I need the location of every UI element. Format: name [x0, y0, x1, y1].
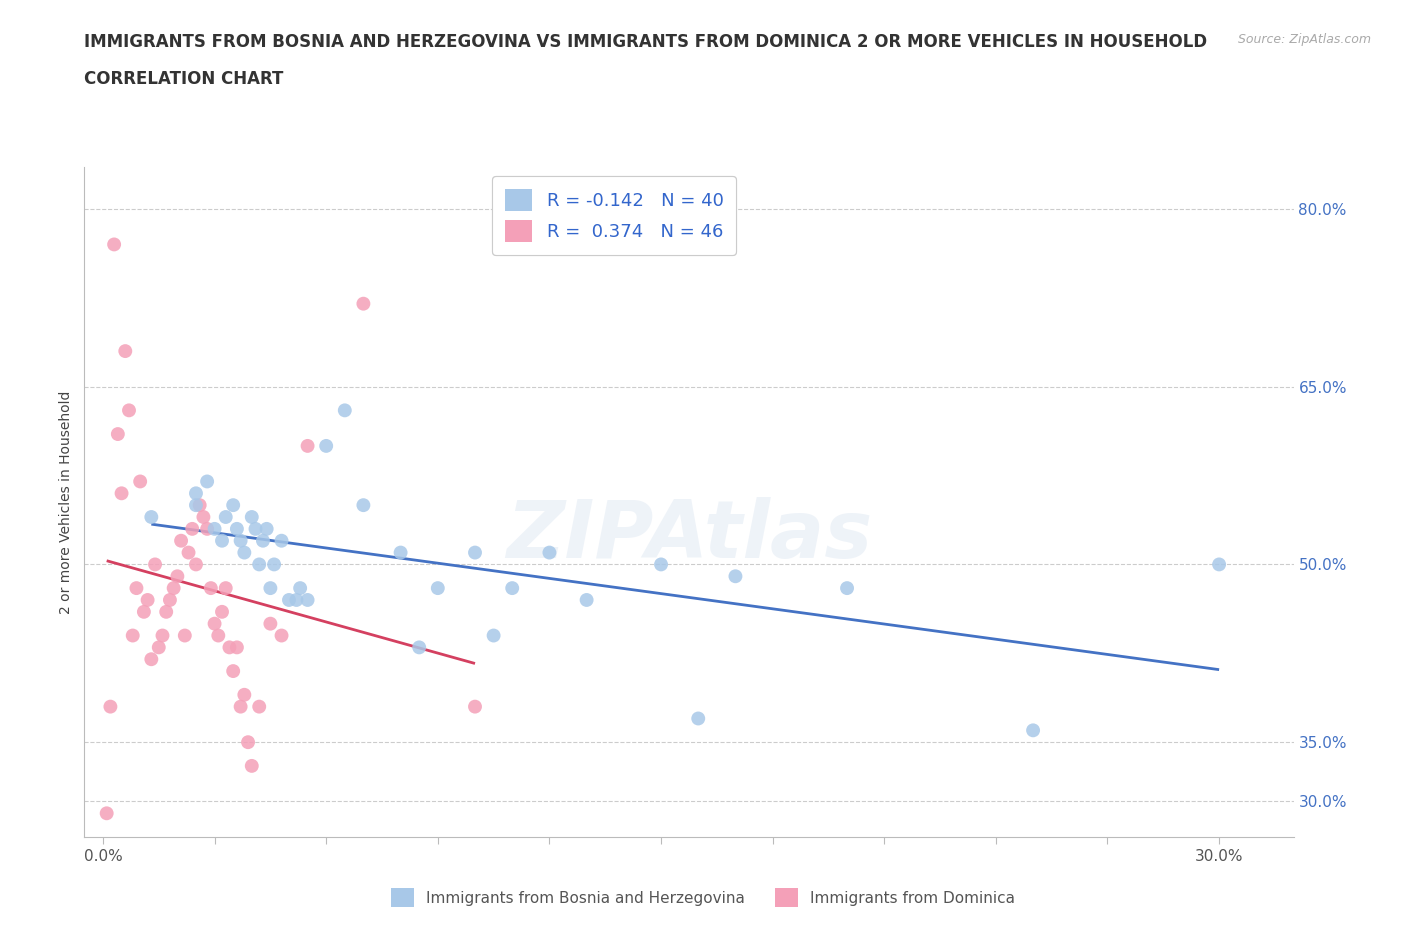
Text: ZIPAtlas: ZIPAtlas	[506, 497, 872, 575]
Point	[184, 498, 207, 512]
Point	[107, 427, 129, 442]
Point	[103, 237, 125, 252]
Point	[195, 522, 218, 537]
Point	[177, 545, 200, 560]
Point	[229, 699, 252, 714]
Point	[575, 592, 598, 607]
Point	[204, 617, 226, 631]
Point	[352, 297, 374, 312]
Point	[184, 485, 207, 500]
Point	[163, 580, 186, 595]
Point	[229, 533, 252, 548]
Point	[247, 699, 270, 714]
Point	[184, 557, 207, 572]
Point	[136, 592, 159, 607]
Point	[352, 498, 374, 512]
Point	[200, 580, 222, 595]
Point	[256, 522, 278, 537]
Point	[270, 533, 292, 548]
Point	[114, 344, 136, 359]
Point	[333, 403, 356, 418]
Point	[233, 687, 256, 702]
Point	[252, 533, 274, 548]
Point	[426, 580, 449, 595]
Point	[240, 510, 263, 525]
Point	[211, 604, 233, 619]
Point	[159, 592, 181, 607]
Point	[259, 580, 281, 595]
Point	[222, 498, 245, 512]
Text: CORRELATION CHART: CORRELATION CHART	[84, 70, 284, 87]
Point	[288, 580, 311, 595]
Point	[222, 664, 245, 679]
Point	[1022, 723, 1045, 737]
Point	[240, 759, 263, 774]
Point	[155, 604, 177, 619]
Point	[650, 557, 672, 572]
Point	[482, 628, 505, 643]
Point	[148, 640, 170, 655]
Point	[132, 604, 155, 619]
Point	[501, 580, 523, 595]
Point	[152, 628, 174, 643]
Point	[118, 403, 141, 418]
Point	[263, 557, 285, 572]
Point	[129, 474, 152, 489]
Point	[193, 510, 215, 525]
Point	[215, 510, 238, 525]
Point	[166, 569, 188, 584]
Point	[110, 485, 132, 500]
Point	[173, 628, 195, 643]
Point	[218, 640, 240, 655]
Point	[724, 569, 747, 584]
Point	[121, 628, 143, 643]
Text: Source: ZipAtlas.com: Source: ZipAtlas.com	[1237, 33, 1371, 46]
Legend: Immigrants from Bosnia and Herzegovina, Immigrants from Dominica: Immigrants from Bosnia and Herzegovina, …	[384, 883, 1022, 913]
Point	[259, 617, 281, 631]
Point	[181, 522, 204, 537]
Point	[207, 628, 229, 643]
Y-axis label: 2 or more Vehicles in Household: 2 or more Vehicles in Household	[59, 391, 73, 614]
Point	[835, 580, 858, 595]
Point	[215, 580, 238, 595]
Point	[247, 557, 270, 572]
Point	[278, 592, 301, 607]
Point	[297, 438, 319, 453]
Point	[125, 580, 148, 595]
Point	[408, 640, 430, 655]
Point	[225, 640, 247, 655]
Point	[285, 592, 308, 607]
Point	[143, 557, 166, 572]
Legend: R = -0.142   N = 40, R =  0.374   N = 46: R = -0.142 N = 40, R = 0.374 N = 46	[492, 177, 737, 255]
Point	[236, 735, 259, 750]
Point	[141, 652, 163, 667]
Point	[141, 510, 163, 525]
Point	[100, 699, 122, 714]
Point	[1208, 557, 1230, 572]
Point	[245, 522, 267, 537]
Point	[195, 474, 218, 489]
Point	[233, 545, 256, 560]
Point	[315, 438, 337, 453]
Point	[297, 592, 319, 607]
Point	[170, 533, 193, 548]
Point	[464, 545, 486, 560]
Point	[204, 522, 226, 537]
Point	[96, 806, 118, 821]
Point	[188, 498, 211, 512]
Point	[225, 522, 247, 537]
Point	[389, 545, 412, 560]
Point	[211, 533, 233, 548]
Text: IMMIGRANTS FROM BOSNIA AND HERZEGOVINA VS IMMIGRANTS FROM DOMINICA 2 OR MORE VEH: IMMIGRANTS FROM BOSNIA AND HERZEGOVINA V…	[84, 33, 1208, 50]
Point	[688, 711, 710, 726]
Point	[538, 545, 561, 560]
Point	[270, 628, 292, 643]
Point	[464, 699, 486, 714]
